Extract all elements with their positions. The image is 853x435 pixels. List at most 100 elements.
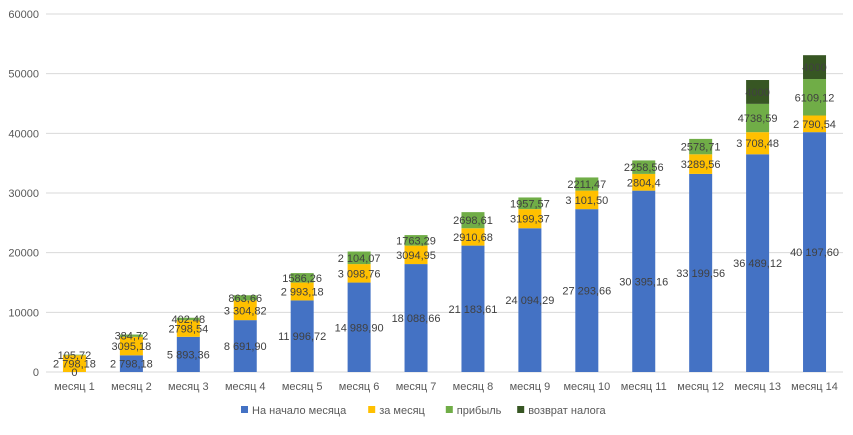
bar-segment	[119, 355, 143, 372]
y-tick-label: 10000	[8, 307, 39, 319]
bar-segment	[689, 173, 713, 372]
data-label: 2698,61	[453, 215, 493, 227]
bar-segment	[62, 354, 86, 356]
bar-segment	[176, 317, 200, 321]
bar-segment	[404, 245, 428, 265]
x-tick-label: месяц 6	[339, 381, 380, 393]
data-label: 1586,26	[282, 273, 322, 285]
legend-swatch	[368, 406, 376, 413]
data-label: 3289,56	[681, 159, 721, 171]
data-label: 3 101,50	[565, 195, 608, 207]
x-tick-label: месяц 8	[453, 381, 494, 393]
legend-swatch	[445, 406, 453, 413]
legend: На начало месяца за месяц прибыль возврат н…	[241, 405, 607, 417]
data-label: 1957,57	[510, 198, 550, 210]
y-tick-label: 0	[33, 367, 39, 379]
data-label: 3 304,82	[224, 305, 267, 317]
data-label: 3095,18	[112, 341, 152, 353]
bar-segment	[347, 282, 371, 372]
x-tick-label: месяц 9	[510, 381, 551, 393]
data-label: 2 993,18	[281, 286, 324, 298]
data-label: 6109,12	[795, 92, 835, 104]
bar-segment	[689, 138, 713, 155]
x-tick-label: месяц 3	[168, 381, 209, 393]
y-tick-label: 40000	[8, 128, 39, 140]
y-axis: 0 10000 20000 30000 40000 50000 60000	[8, 9, 39, 379]
data-label: 33 199,56	[676, 268, 725, 280]
bar-segment	[119, 334, 143, 337]
x-tick-label: месяц 12	[677, 381, 724, 393]
data-label: 2 104,07	[338, 253, 381, 265]
bar-segment	[575, 209, 599, 372]
data-label: 30 395,16	[619, 276, 668, 288]
data-label: 27 293,66	[562, 286, 611, 298]
data-label: 24 094,29	[505, 295, 554, 307]
data-label: 4000	[802, 62, 826, 74]
data-label: 3094,95	[396, 250, 436, 262]
bar-segment	[347, 251, 371, 265]
data-label: 2578,71	[681, 142, 721, 154]
data-label: 384,72	[115, 331, 149, 343]
x-tick-label: месяц 4	[225, 381, 266, 393]
x-tick-label: месяц 13	[734, 381, 781, 393]
legend-label: возврат налога	[528, 405, 606, 417]
data-label: 2798,54	[168, 323, 208, 335]
bar-segment	[746, 132, 770, 155]
bar-segment	[290, 273, 314, 283]
data-label: 18 088,66	[392, 313, 441, 325]
bar-segment	[176, 320, 200, 337]
bar-segment	[803, 115, 827, 133]
bar-segment	[233, 320, 257, 372]
data-label: 2 798,18	[110, 359, 153, 371]
bar-segment	[518, 228, 542, 372]
data-label: 4738,59	[738, 113, 778, 125]
bar-segment	[575, 190, 599, 210]
x-tick-label: месяц 5	[282, 381, 323, 393]
x-tick-label: месяц 1	[54, 381, 95, 393]
bar-segment	[461, 228, 485, 246]
bar-segment	[461, 245, 485, 372]
bar-segment	[803, 55, 827, 80]
x-tick-label: месяц 11	[621, 381, 667, 393]
y-tick-label: 50000	[8, 69, 39, 81]
data-label: 863,66	[228, 293, 262, 305]
bar-segment	[575, 177, 599, 191]
legend-swatch	[241, 406, 248, 413]
data-label: 2258,56	[624, 162, 664, 174]
data-label: 5 893,36	[167, 349, 210, 361]
data-label: 11 996,72	[278, 331, 326, 343]
data-label: 21 183,61	[448, 304, 497, 316]
data-label: 3 098,76	[338, 268, 381, 280]
data-label: 36 489,12	[733, 258, 782, 270]
data-label: 2211,47	[567, 179, 606, 191]
bar-segment	[461, 212, 485, 229]
bar-segment	[233, 300, 257, 321]
bar-segment	[746, 154, 770, 372]
legend-label: за месяц	[379, 405, 425, 417]
bars	[62, 55, 827, 372]
data-label: 402,48	[171, 314, 205, 326]
bar-segment	[347, 264, 371, 283]
legend-label: прибыль	[457, 405, 502, 417]
bar-segment	[632, 173, 656, 191]
bar-segment	[233, 295, 257, 301]
legend-swatch	[517, 406, 525, 413]
bar-segment	[404, 264, 428, 372]
x-tick-label: месяц 7	[396, 381, 437, 393]
bar-segment	[518, 209, 542, 229]
y-tick-label: 20000	[8, 248, 39, 260]
bar-segment	[404, 235, 428, 246]
data-label: 3 708,48	[736, 138, 779, 150]
bar-segment	[689, 154, 713, 174]
data-label: 105,72	[58, 350, 92, 362]
x-tick-label: месяц 10	[563, 381, 610, 393]
y-tick-label: 60000	[8, 9, 39, 21]
bar-segment	[632, 160, 656, 174]
x-tick-label: месяц 2	[111, 381, 152, 393]
bar-segment	[746, 80, 770, 104]
bar-segment	[803, 132, 827, 372]
data-label: 8 691,90	[224, 341, 267, 353]
bar-segment	[290, 282, 314, 301]
